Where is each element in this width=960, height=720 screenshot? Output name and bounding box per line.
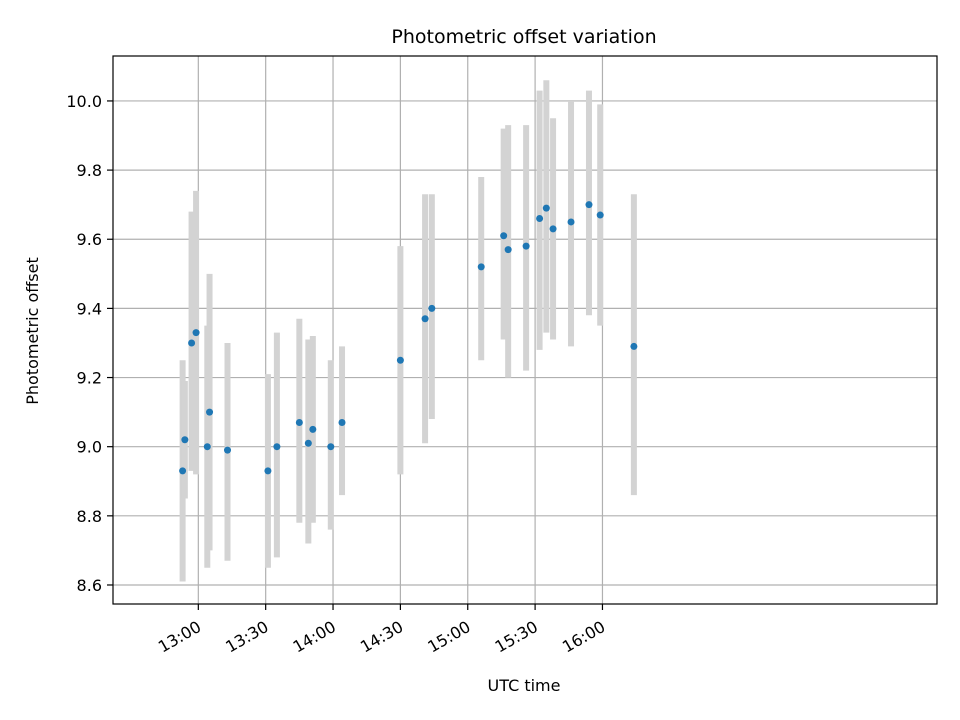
data-point bbox=[304, 439, 312, 447]
x-tick-label: 14:30 bbox=[357, 617, 406, 657]
y-tick-label: 8.8 bbox=[77, 507, 102, 526]
data-point bbox=[224, 446, 232, 454]
data-point bbox=[567, 218, 575, 226]
x-tick-label: 15:30 bbox=[492, 617, 541, 657]
y-tick-label: 9.0 bbox=[77, 438, 102, 457]
x-tick-label: 15:00 bbox=[424, 617, 473, 657]
y-axis-ticks: 8.6 8.8 9.0 9.2 9.4 9.6 9.8 10.0 bbox=[66, 92, 113, 595]
data-point bbox=[428, 304, 436, 312]
data-points bbox=[179, 201, 638, 475]
data-point bbox=[536, 214, 544, 222]
y-tick-label: 9.8 bbox=[77, 161, 102, 180]
x-tick-label: 16:00 bbox=[559, 617, 608, 657]
data-point bbox=[203, 443, 211, 451]
y-tick-label: 9.6 bbox=[77, 230, 102, 249]
error-bars bbox=[179, 80, 637, 582]
y-axis-label: Photometric offset bbox=[23, 257, 42, 405]
data-point bbox=[273, 443, 281, 451]
data-point bbox=[338, 418, 346, 426]
data-point bbox=[192, 329, 200, 337]
data-point bbox=[421, 315, 429, 323]
data-point bbox=[504, 246, 512, 254]
data-point bbox=[396, 356, 404, 364]
data-point bbox=[206, 408, 214, 416]
data-point bbox=[500, 232, 508, 240]
x-axis-label: UTC time bbox=[488, 676, 561, 695]
data-point bbox=[477, 263, 485, 271]
x-tick-label: 14:00 bbox=[290, 617, 339, 657]
data-point bbox=[327, 443, 335, 451]
x-axis-ticks: 13:00 13:30 14:00 14:30 15:00 15:30 16:00 bbox=[155, 604, 608, 657]
data-point bbox=[179, 467, 187, 475]
y-tick-label: 9.4 bbox=[77, 299, 102, 318]
data-point bbox=[181, 436, 189, 444]
data-point bbox=[549, 225, 557, 233]
y-tick-label: 8.6 bbox=[77, 576, 102, 595]
x-tick-label: 13:30 bbox=[222, 617, 271, 657]
plot-frame bbox=[112, 55, 938, 605]
data-point bbox=[630, 342, 638, 350]
data-point bbox=[188, 339, 196, 347]
chart-title: Photometric offset variation bbox=[391, 26, 656, 48]
data-point bbox=[295, 418, 303, 426]
data-point bbox=[522, 242, 530, 250]
data-point bbox=[309, 425, 317, 433]
data-point bbox=[264, 467, 272, 475]
y-tick-label: 10.0 bbox=[66, 92, 102, 111]
y-tick-label: 9.2 bbox=[77, 369, 102, 388]
data-point bbox=[596, 211, 604, 219]
data-point bbox=[542, 204, 550, 212]
x-tick-label: 13:00 bbox=[155, 617, 204, 657]
data-point bbox=[585, 201, 593, 209]
